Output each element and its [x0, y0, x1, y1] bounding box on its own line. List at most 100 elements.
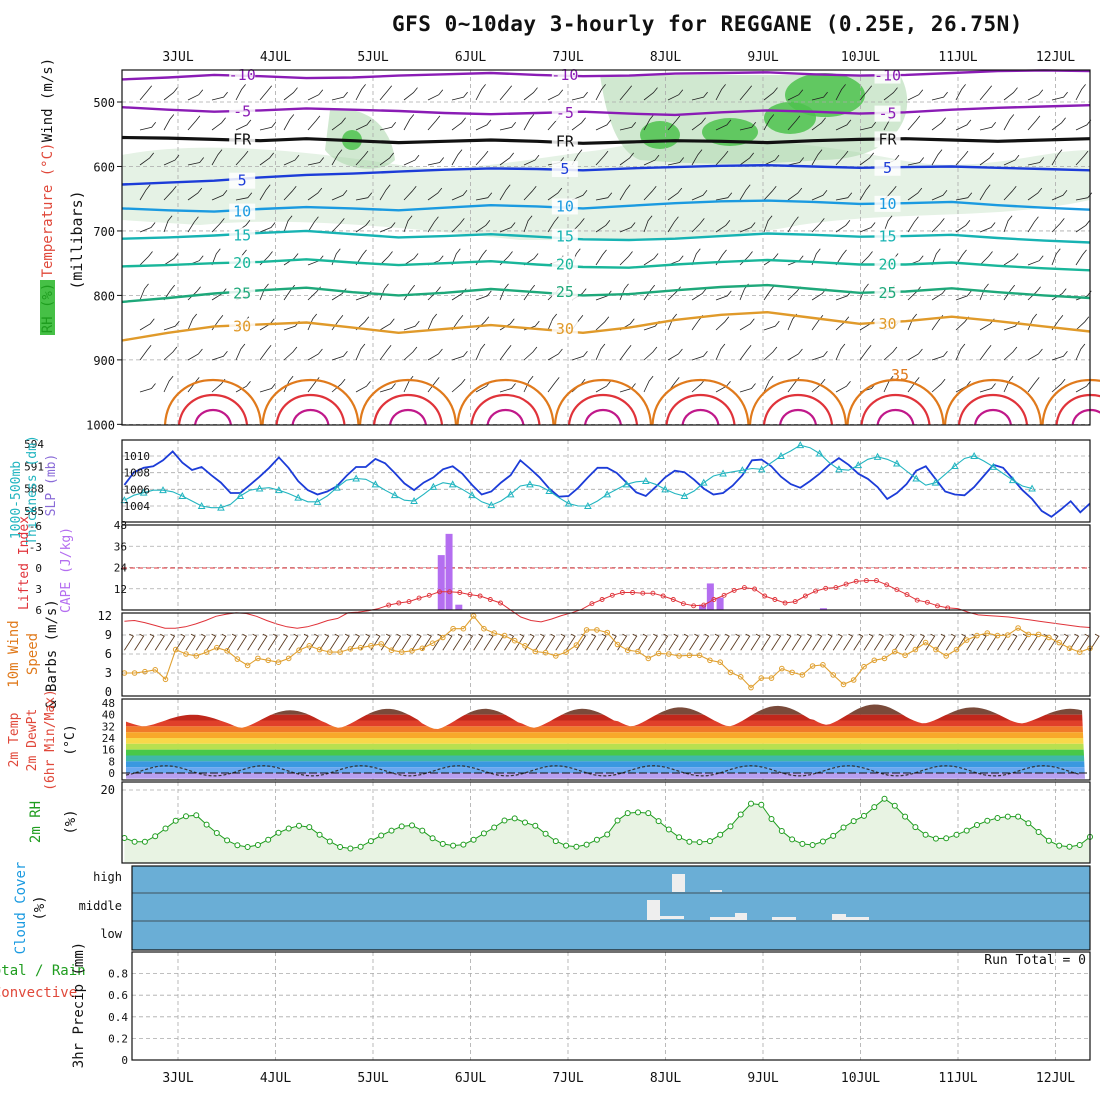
rh-marker [1025, 820, 1032, 827]
wind-barb [1007, 633, 1018, 651]
temp-tick-label: 32 [102, 720, 115, 733]
isotherm-40 [177, 393, 249, 426]
wind-barb [715, 192, 733, 201]
wind-barb [451, 91, 468, 101]
panel-frame [121, 439, 1091, 523]
top-date-label: 7JUL [552, 50, 583, 65]
isotherm-label: 5 [238, 172, 247, 190]
wind-barb [427, 286, 441, 301]
wind-barb [863, 633, 874, 651]
wind-barb [740, 633, 751, 651]
wind-barb [979, 383, 996, 393]
wind-barb [259, 184, 271, 201]
cape-bar [445, 533, 453, 610]
slp-marker [371, 480, 380, 488]
slp-marker [738, 466, 747, 474]
li-marker [792, 599, 798, 605]
lifted-index-line [124, 580, 1091, 629]
wind-barb [163, 154, 180, 166]
wind-barb [283, 375, 294, 393]
li-marker [802, 593, 808, 599]
isotherm-label: -10 [551, 66, 578, 84]
rh-marker [152, 833, 159, 840]
li-marker [813, 588, 819, 594]
wind-speed-marker [779, 665, 785, 672]
wind-barb [187, 187, 203, 201]
wind-barb [931, 218, 945, 233]
wind-barb [1003, 114, 1015, 131]
wind-barb [355, 380, 371, 393]
temp-tick-label: 16 [102, 744, 115, 757]
wind-barb [451, 314, 464, 331]
isotherm-45 [1071, 409, 1100, 426]
wind-speed-marker [1076, 649, 1083, 655]
wind-speed-marker [717, 659, 724, 666]
wind-speed-marker [429, 640, 436, 647]
wind-barb [739, 184, 751, 201]
rh-marker [316, 831, 323, 838]
rh-marker [378, 832, 385, 839]
wind-barb [139, 251, 153, 266]
wind-barb [499, 345, 512, 361]
top-date-label: 3JUL [162, 50, 193, 65]
wind-barb [678, 633, 689, 651]
wind-barb [835, 84, 846, 101]
wind-barb [235, 119, 252, 131]
wind-barb [883, 215, 893, 233]
isotherm-label-bg [874, 105, 901, 122]
wind-speed-marker [645, 655, 652, 662]
rh-area [124, 798, 1090, 863]
wind-barb [739, 152, 755, 166]
isotherm-45 [681, 409, 720, 426]
wind-speed-marker [953, 646, 960, 653]
li-marker [823, 585, 829, 591]
wind-barb [565, 633, 576, 651]
wind-barb [427, 377, 440, 393]
wind-barb [811, 91, 828, 101]
wind-barb [298, 633, 309, 651]
wind-barb [859, 222, 876, 233]
rh-marker [1076, 842, 1083, 848]
wind-speed-marker [327, 649, 333, 655]
wind-barb [1027, 115, 1041, 131]
slp-marker [159, 486, 167, 494]
slp-marker [622, 480, 631, 488]
isotherm-label: 30 [556, 320, 574, 338]
wind-speed-marker [296, 647, 302, 654]
wind-barb [667, 187, 683, 201]
wind-speed-marker [820, 662, 826, 668]
slp-marker [970, 451, 978, 459]
li-marker [447, 589, 453, 595]
rh-marker [480, 830, 487, 837]
wind-barb [451, 248, 461, 266]
wind-barb [267, 633, 278, 651]
slp-marker [448, 480, 457, 488]
wind-barb [617, 633, 628, 651]
wind-speed-marker [624, 647, 631, 654]
wind-barb [475, 150, 489, 166]
isotherm-label: 5 [883, 159, 892, 177]
rh-marker [902, 813, 909, 820]
axis-label-part: Temperature (°C) [40, 143, 56, 278]
wind-barb [667, 89, 684, 101]
li-marker [487, 597, 493, 602]
wind-barb [499, 318, 515, 331]
wind-speed-marker [357, 644, 364, 651]
slp-marker [796, 441, 805, 449]
wind-barb [925, 633, 936, 651]
wind-barb [331, 117, 346, 131]
isotherm-label-bg [551, 320, 578, 337]
wind-barb [163, 114, 175, 131]
wind-speed-marker [1015, 625, 1021, 631]
wind-barb [715, 316, 730, 331]
wind-barb [1075, 84, 1086, 101]
wind-barb [763, 284, 776, 301]
wind-speed-marker [1035, 631, 1042, 638]
wind-barb [859, 345, 872, 361]
wind-barb [451, 117, 466, 131]
wind-speed-marker [758, 675, 765, 681]
rh-marker [922, 831, 929, 838]
temperature-band [126, 732, 1085, 738]
rh-marker [265, 836, 272, 843]
isotherm-40 [470, 393, 541, 426]
